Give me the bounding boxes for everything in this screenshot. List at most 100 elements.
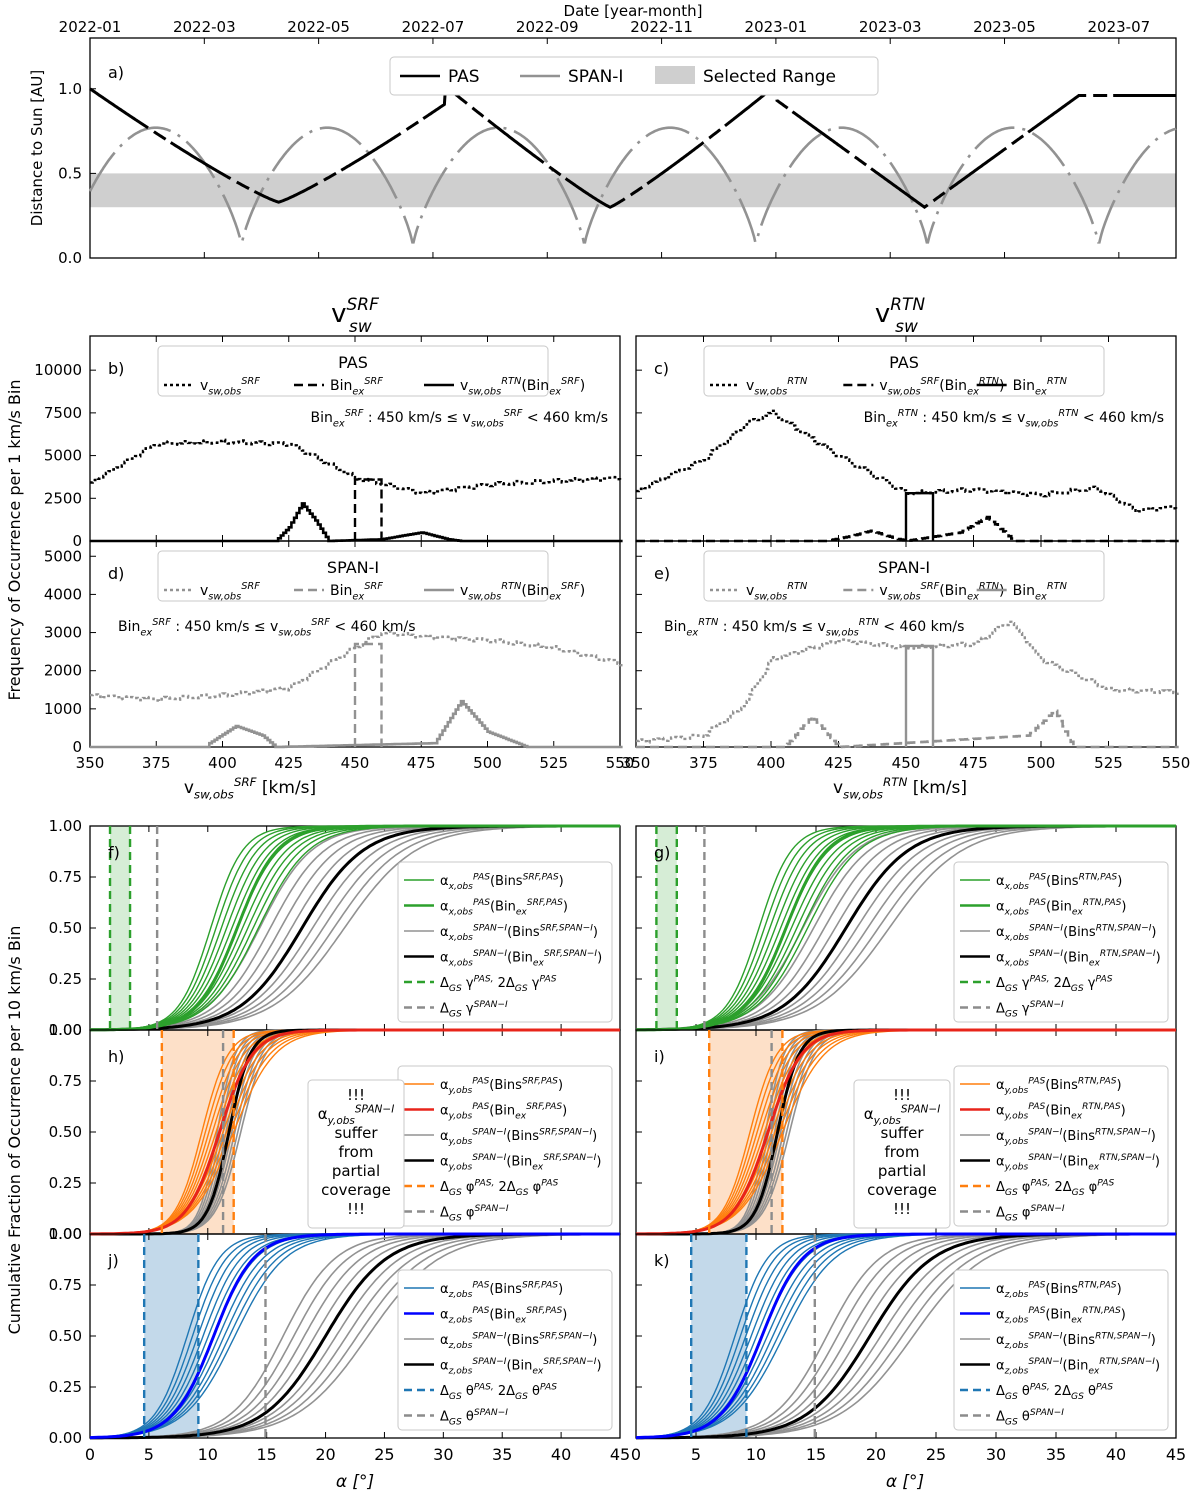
x-tick-label: 20 [866,1445,886,1464]
panel-label-k: k) [654,1251,670,1270]
legend-label: vsw,obs​SRF​ [200,376,260,397]
legend-label: αy,obs​SPAN−I​(BinsRTN,SPAN−I​) [996,1128,1156,1148]
panel-label-b: b) [108,359,124,378]
x-tick-label: 2023-05 [973,18,1036,36]
legend-label: αz,obs​SPAN−I​(BinsSRF,SPAN−I​) [440,1332,597,1352]
legend-label: αz,obs​PAS​(Binex​SRF,PAS​) [440,1306,567,1326]
x-tick-label: 2023-07 [1087,18,1150,36]
delta-gs-band-f [110,826,131,1030]
legend-d [157,550,549,602]
legend-label: vsw,obs​RTN​ [746,581,808,602]
legend-label: ΔGS​ φPAS,​ 2ΔGS​ φPAS​ [440,1179,558,1199]
legend-label: ΔGS​ γSPAN−I​ [440,1000,508,1020]
x-axis-label: vsw,obs​RTN​ [km/s] [833,775,967,802]
legend-label: αx,obs​SPAN−I​(Binex​RTN,SPAN−I​) [996,949,1161,969]
legend-label: αy,obs​PAS​(BinsRTN,PAS​) [996,1077,1122,1097]
y-tick-label: 0.00 [49,1021,82,1039]
x-tick-label: 500 [473,754,502,772]
warning-note-text: !!! [347,1086,365,1104]
y-tick-label: 1.00 [49,1225,82,1243]
delta-gs-band-g [656,826,677,1030]
x-tick-label: 475 [407,754,436,772]
x-tick-label: 350 [622,754,651,772]
x-tick-label: 350 [76,754,105,772]
y-tick-label: 1.0 [58,80,82,98]
warning-note-text: !!! [893,1200,911,1218]
x-tick-label: 2022-03 [173,18,236,36]
bin-annotation: Binex​RTN​ : 450 km/s ≤ vsw,obs​RTN​ < 4… [664,617,964,638]
warning-note-text: αy,obs​SPAN−I​ [864,1104,941,1127]
legend-label: αy,obs​PAS​(Binex​RTN,PAS​) [996,1102,1126,1122]
legend-label: Binex​SRF​ [330,581,383,602]
column-title-srf: vSRF sw [331,295,379,337]
legend-label: ΔGS​ θPAS,​ 2ΔGS​ θPAS​ [996,1383,1113,1403]
x-axis-label: α [°] [336,1472,374,1492]
x-tick-label: 425 [824,754,853,772]
panel-label-i: i) [654,1047,665,1066]
legend-label: αy,obs​PAS​(BinsSRF,PAS​) [440,1077,563,1097]
y-axis-label: Frequency of Occurrence per 1 km/s Bin [5,380,24,701]
hist-other-frame-c [636,515,1179,543]
x-tick-label: 10 [198,1445,218,1464]
panel-a-frame [89,37,1177,259]
panel-label-e: e) [654,564,670,583]
x-tick-label: 15 [806,1445,826,1464]
bin-ex-box-b [353,478,383,541]
legend-label: αx,obs​PAS​(Binex​SRF,PAS​) [440,898,568,918]
legend-label: ΔGS​ θSPAN−I​ [440,1408,508,1428]
y-tick-label: 2500 [44,489,82,507]
y-tick-label: 1.00 [49,817,82,835]
legend-label: ΔGS​ φPAS,​ 2ΔGS​ φPAS​ [996,1179,1114,1199]
panel-label-h: h) [108,1047,124,1066]
x-tick-label: 45 [610,1445,630,1464]
warning-note-text: !!! [893,1086,911,1104]
delta-gs-band-k [691,1234,747,1438]
legend-label: αz,obs​SPAN−I​(BinsRTN,SPAN−I​) [996,1332,1156,1352]
y-tick-label: 0.25 [49,1378,82,1396]
x-tick-label: 2023-01 [745,18,808,36]
legend-title: SPAN-I [327,558,379,577]
legend-label: αy,obs​SPAN−I​(Binex​SRF,SPAN−I​) [440,1153,601,1173]
legend-b [157,345,549,397]
legend-label: ΔGS​ γPAS,​ 2ΔGS​ γPAS​ [440,975,557,995]
legend-label: Selected Range [703,67,836,87]
x-tick-label: 425 [274,754,303,772]
y-tick-label: 5000 [44,547,82,565]
x-tick-label: 375 [142,754,171,772]
y-axis-label: Distance to Sun [AU] [28,70,46,226]
y-tick-label: 5000 [44,447,82,465]
legend-title: PAS [889,353,919,372]
y-tick-label: 0.5 [58,164,82,182]
x-tick-label: 450 [341,754,370,772]
y-tick-label: 1.00 [49,1021,82,1039]
legend-label: vsw,obs​RTN​(Binex​SRF​) [460,581,585,602]
bin-ex-box-d [353,642,383,747]
x-tick-label: 550 [1162,754,1191,772]
legend-label: SPAN-I [568,67,623,87]
y-tick-label: 0 [72,532,82,550]
y-tick-label: 0.75 [49,1072,82,1090]
x-tick-label: 400 [757,754,786,772]
x-axis-label: Date [year-month] [564,2,703,20]
legend-label: αx,obs​SPAN−I​(BinsRTN,SPAN−I​) [996,924,1156,944]
bin-ex-box-e [904,644,935,747]
y-tick-label: 3000 [44,624,82,642]
legend-c [703,345,1105,397]
legend-label: αx,obs​SPAN−I​(Binex​SRF,SPAN−I​) [440,949,602,969]
legend-label: ΔGS​ θPAS,​ 2ΔGS​ θPAS​ [440,1383,557,1403]
legend-label: PAS [448,67,480,87]
warning-note-text: partial [332,1162,380,1180]
pas-cdf-bin-ex [635,1232,1176,1440]
x-tick-label: 525 [539,754,568,772]
legend-label: ΔGS​ φSPAN−I​ [440,1204,509,1224]
legend-label: αz,obs​PAS​(Binex​RTN,PAS​) [996,1306,1126,1326]
warning-note-text: suffer [880,1124,924,1142]
warning-note-text: !!! [347,1200,365,1218]
x-tick-label: 15 [256,1445,276,1464]
panel-label-d: d) [108,564,124,583]
x-tick-label: 5 [144,1445,154,1464]
warning-note-text: suffer [334,1124,378,1142]
x-tick-label: 10 [746,1445,766,1464]
x-tick-label: 30 [986,1445,1006,1464]
